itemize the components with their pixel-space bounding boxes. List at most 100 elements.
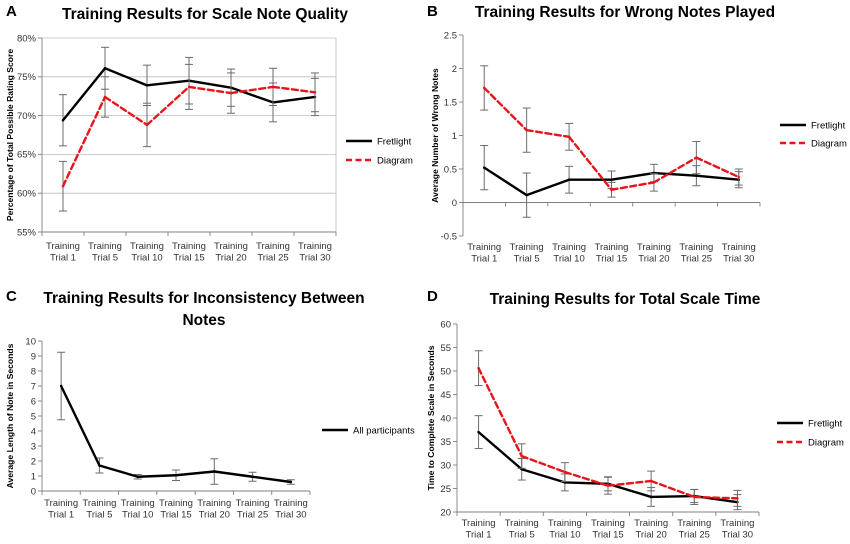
series-line-segment bbox=[483, 86, 528, 132]
y-tick-label: 5 bbox=[31, 411, 36, 422]
data-point bbox=[649, 495, 653, 499]
legend-entry: All participants bbox=[322, 425, 415, 436]
series-line-segment bbox=[251, 475, 293, 484]
y-tick-label: 4 bbox=[31, 426, 36, 437]
x-tick-label-line: Training bbox=[44, 498, 78, 509]
x-tick-label-line: Trial 5 bbox=[92, 253, 118, 264]
x-tick-label-line: Trial 5 bbox=[509, 530, 535, 541]
series-line-segment bbox=[610, 171, 656, 181]
series-line-segment bbox=[271, 95, 317, 104]
series-diagram bbox=[474, 350, 742, 507]
x-tick-label-line: Training bbox=[462, 518, 496, 529]
series-fretlight bbox=[480, 145, 743, 218]
y-tick-label: 0.5 bbox=[444, 164, 457, 175]
data-point bbox=[477, 430, 480, 434]
x-tick-label-line: Training bbox=[722, 242, 756, 253]
data-point bbox=[567, 135, 571, 139]
data-point bbox=[61, 185, 65, 188]
x-tick-label-line: Training bbox=[256, 241, 290, 252]
y-tick-label: 2 bbox=[31, 456, 36, 467]
y-tick-label: 9 bbox=[31, 351, 36, 362]
series-line-segment bbox=[59, 384, 101, 467]
data-point bbox=[313, 91, 317, 94]
panel-letter: D bbox=[427, 288, 438, 305]
y-tick-label: 55 bbox=[440, 343, 451, 354]
x-tick-label-line: Trial 25 bbox=[681, 254, 712, 265]
x-tick-label: Training Trial 20 bbox=[634, 518, 668, 541]
chart-title: Training Results for Scale Note Quality bbox=[62, 6, 348, 23]
x-tick-label: Training Trial 20 bbox=[197, 498, 231, 521]
data-point bbox=[563, 470, 567, 474]
series-line-segment bbox=[525, 178, 571, 197]
x-tick-label: Training Trial 5 bbox=[82, 498, 116, 521]
y-tick-label: -0.5 bbox=[441, 231, 457, 242]
legend-entry: Diagram bbox=[780, 138, 847, 149]
data-point bbox=[695, 174, 698, 177]
chart-title-line: Training Results for Total Scale Time bbox=[490, 291, 761, 308]
x-tick-label-line: Trial 20 bbox=[215, 253, 246, 264]
series-line-segment bbox=[652, 171, 698, 177]
series-diagram bbox=[59, 63, 319, 212]
x-tick-label: Training Trial 20 bbox=[214, 241, 248, 264]
data-point bbox=[693, 495, 696, 499]
y-tick-label: 0 bbox=[31, 486, 36, 497]
legend-entry: Diagram bbox=[346, 155, 413, 166]
series-line-segment bbox=[103, 67, 149, 87]
legend-entry: Fretlight bbox=[777, 418, 843, 429]
x-tick-label: Training Trial 15 bbox=[595, 242, 629, 265]
y-tick-label: 7 bbox=[31, 381, 36, 392]
y-tick-label: 1 bbox=[31, 471, 36, 482]
data-point bbox=[213, 470, 216, 473]
panel-b: B Training Results for Wrong Notes Played… bbox=[427, 3, 847, 265]
data-point bbox=[483, 166, 486, 169]
y-tick-label: 30 bbox=[440, 460, 451, 471]
series-line-segment bbox=[477, 430, 523, 471]
y-tick-label: 20 bbox=[440, 507, 451, 518]
x-tick-label: Training Trial 25 bbox=[679, 242, 713, 265]
series-line-segment bbox=[136, 474, 178, 478]
x-tick-label-line: Trial 30 bbox=[275, 510, 306, 521]
x-tick-label-line: Trial 15 bbox=[596, 254, 627, 265]
panel-c: C Training Results for Inconsistency Betw… bbox=[5, 288, 415, 521]
x-tick-label: Training Trial 15 bbox=[159, 498, 193, 521]
series-line-segment bbox=[229, 86, 275, 104]
panel-letter: C bbox=[6, 288, 17, 305]
y-tick-label: 45 bbox=[440, 390, 451, 401]
data-point bbox=[520, 454, 523, 458]
y-axis-label: Percentage of Total Possible Rating Scor… bbox=[5, 49, 15, 221]
data-point bbox=[271, 85, 275, 89]
series-line-segment bbox=[103, 95, 149, 127]
series-line-segment bbox=[520, 468, 567, 484]
y-tick-label: 2 bbox=[452, 64, 457, 75]
series-line-segment bbox=[187, 85, 233, 95]
series-line-segment bbox=[145, 85, 191, 127]
x-tick-label-line: Training bbox=[82, 498, 116, 509]
chart-title: Training Results for Wrong Notes Played bbox=[475, 4, 775, 21]
series-line-segment bbox=[525, 128, 571, 139]
data-point bbox=[289, 480, 293, 484]
data-point bbox=[652, 181, 656, 184]
x-tick-label-line: Trial 25 bbox=[237, 510, 268, 521]
x-tick-label-line: Training bbox=[510, 242, 544, 253]
data-point bbox=[251, 475, 254, 478]
y-axis-label: Time to Complete Scale in Seconds bbox=[426, 345, 436, 490]
series-line-segment bbox=[483, 166, 528, 197]
x-tick-label: Training Trial 5 bbox=[505, 518, 539, 541]
x-tick-label-line: Trial 15 bbox=[592, 530, 623, 541]
x-tick-label: Training Trial 10 bbox=[130, 241, 164, 264]
chart-title: Training Results for Total Scale Time bbox=[490, 291, 761, 308]
y-tick-label: 8 bbox=[31, 366, 36, 377]
x-tick-label-line: Training bbox=[552, 242, 586, 253]
series-line-segment bbox=[652, 156, 698, 184]
x-tick-label-line: Training bbox=[88, 241, 122, 252]
data-point bbox=[477, 366, 480, 370]
data-point bbox=[187, 85, 191, 89]
x-tick-label-line: Trial 20 bbox=[199, 510, 230, 521]
y-axis-label: Average Number of Wrong Notes bbox=[430, 68, 440, 203]
x-tick-label-line: Training bbox=[172, 241, 206, 252]
x-tick-label: Training Trial 10 bbox=[548, 518, 582, 541]
x-tick-label: Training Trial 25 bbox=[677, 518, 711, 541]
series-line-segment bbox=[61, 67, 107, 122]
series-line-segment bbox=[693, 495, 739, 500]
data-point bbox=[59, 384, 63, 388]
